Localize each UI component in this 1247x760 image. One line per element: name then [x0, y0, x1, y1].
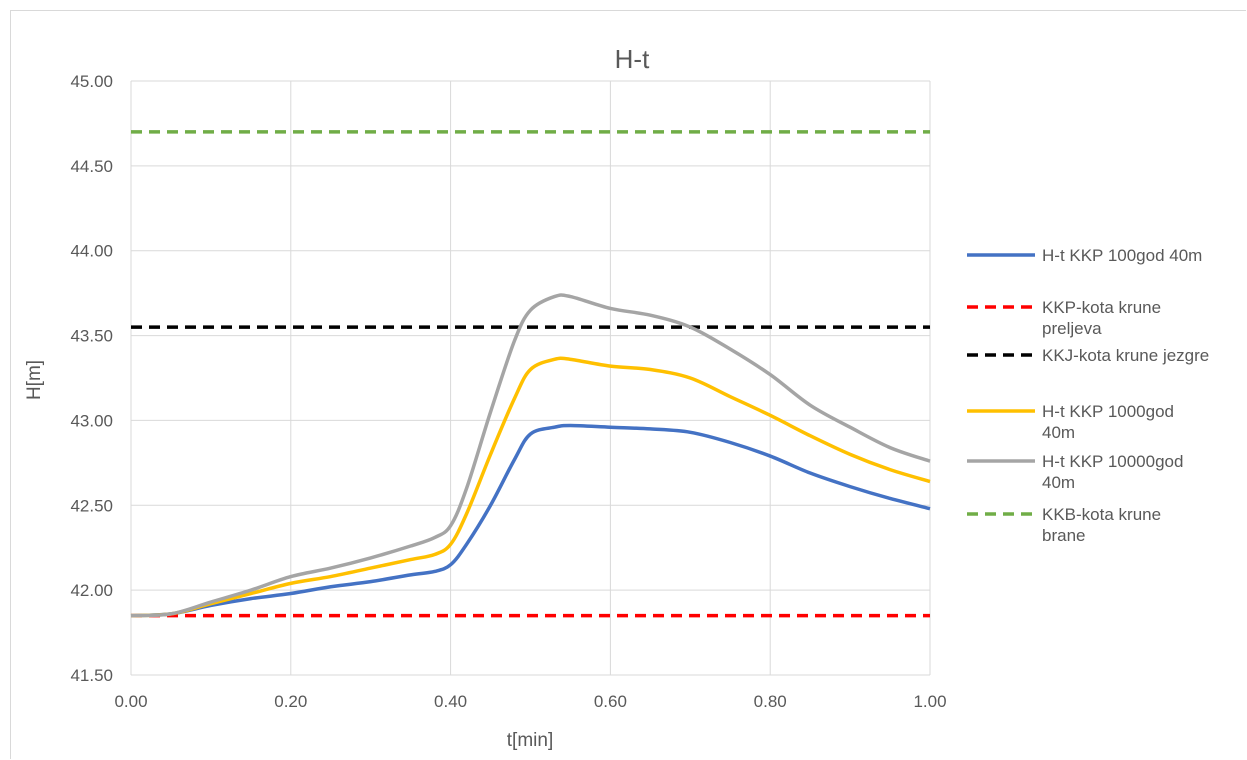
legend-label-5: KKB-kota krune brane: [1042, 505, 1161, 545]
y-tick-label: 45.00: [70, 72, 113, 91]
x-tick-label: 0.80: [754, 692, 787, 711]
y-tick-label: 43.50: [70, 327, 113, 346]
legend-label-4: H-t KKP 10000god 40m: [1042, 452, 1183, 492]
x-tick-labels: 0.00 0.20 0.40 0.60 0.80 1.00: [114, 692, 946, 711]
x-tick-label: 1.00: [913, 692, 946, 711]
gridlines: [130, 80, 931, 676]
y-tick-label: 42.50: [70, 496, 113, 515]
x-tick-label: 0.60: [594, 692, 627, 711]
y-tick-label: 44.50: [70, 157, 113, 176]
legend-label-2: KKJ-kota krune jezgre: [1042, 346, 1209, 365]
y-axis-title: H[m]: [24, 360, 45, 400]
x-tick-label: 0.00: [114, 692, 147, 711]
x-axis-title: t[min]: [507, 730, 553, 751]
legend-label-1: KKP-kota krune preljeva: [1042, 298, 1161, 338]
legend: H-t KKP 100god 40m KKP-kota krune preljeva…: [967, 246, 1209, 545]
legend-label-3: H-t KKP 1000god 40m: [1042, 402, 1174, 442]
y-tick-label: 41.50: [70, 666, 113, 685]
series-line-0: [130, 423, 931, 618]
y-tick-label: 44.00: [70, 242, 113, 261]
chart-title: H-t: [615, 44, 650, 74]
series-lines: [130, 130, 931, 618]
y-tick-label: 43.00: [70, 411, 113, 430]
series-line-3: [130, 356, 931, 618]
legend-label-0: H-t KKP 100god 40m: [1042, 246, 1202, 265]
x-tick-label: 0.40: [434, 692, 467, 711]
series-line-4: [130, 293, 931, 618]
chart-area: [10, 10, 1246, 759]
x-tick-label: 0.20: [274, 692, 307, 711]
y-tick-labels: 41.50 42.00 42.50 43.00 43.50 44.00 44.50 45.00: [70, 72, 113, 685]
y-tick-label: 42.00: [70, 581, 113, 600]
